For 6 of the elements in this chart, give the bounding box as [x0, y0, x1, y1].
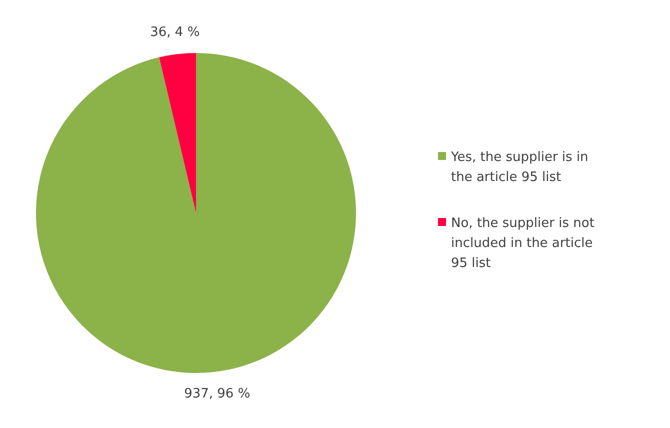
pie-slice: [36, 53, 356, 373]
legend-label: Yes, the supplier is in the article 95 list: [450, 150, 588, 186]
legend-label: No, the supplier is not included in the article 95 list: [451, 216, 594, 272]
data-label: 36, 4 %: [150, 24, 200, 40]
pie-slice: [159, 53, 196, 213]
data-label: 937, 96 %: [184, 386, 250, 402]
